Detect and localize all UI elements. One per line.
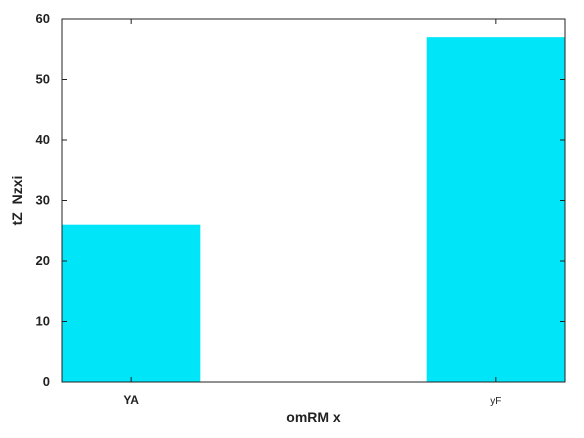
y-tick-label: 60 [36,11,50,26]
y-tick-label: 50 [36,72,50,87]
plot-frame [61,18,566,383]
y-tick-label: 40 [36,132,50,147]
y-tick-label: 20 [36,253,50,268]
y-tick-label: 0 [43,374,50,389]
x-tick-label: yF [490,396,501,407]
bars-group [62,37,565,383]
tick-labels-group: YA yF 0 10 20 30 40 50 60 [36,11,502,407]
bar-yF [426,37,565,383]
y-tick-label: 10 [36,314,50,329]
x-axis-label: omRM x [286,409,341,425]
x-tick-label: YA [123,393,139,407]
y-tick-label: 30 [36,193,50,208]
bar-YA [62,224,201,382]
y-axis-label: tZ Nzxi [9,176,25,226]
